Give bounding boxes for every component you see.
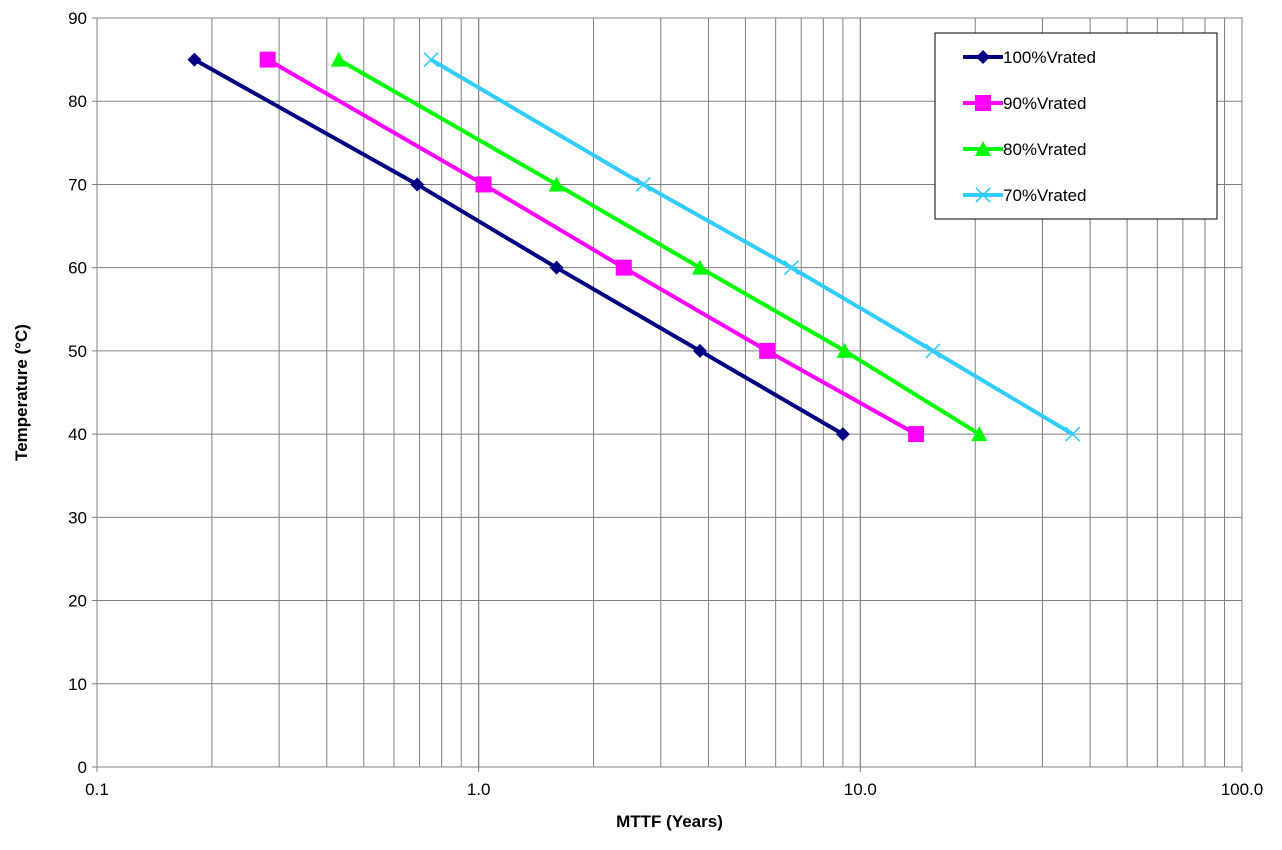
legend-marker xyxy=(975,141,991,156)
y-tick-label: 0 xyxy=(78,758,87,777)
legend-marker xyxy=(975,95,991,111)
x-tick-label: 10.0 xyxy=(844,780,877,799)
y-tick-label: 80 xyxy=(68,92,87,111)
legend-entry-0: 100%Vrated xyxy=(963,48,1096,67)
series-1 xyxy=(259,51,925,443)
x-axis-title: MTTF (Years) xyxy=(616,812,723,831)
data-point xyxy=(259,51,276,68)
legend-entry-2: 80%Vrated xyxy=(963,140,1086,159)
legend-box xyxy=(934,32,1218,220)
data-point xyxy=(971,426,988,442)
y-tick-label: 60 xyxy=(68,259,87,278)
data-point xyxy=(908,426,925,443)
series-0 xyxy=(187,52,850,442)
data-point xyxy=(548,176,565,192)
legend: 100%Vrated 90%Vrated 80%Vrated 70%Vrated xyxy=(934,32,1218,220)
data-series xyxy=(187,51,1081,443)
legend-label: 100%Vrated xyxy=(1003,48,1096,67)
y-tick-label: 40 xyxy=(68,425,87,444)
data-point xyxy=(759,342,776,359)
data-point xyxy=(635,176,651,193)
y-tick-label: 50 xyxy=(68,342,87,361)
data-point xyxy=(1065,426,1081,442)
series-line xyxy=(266,57,918,436)
grid-lines xyxy=(97,18,1242,767)
data-point xyxy=(925,343,941,359)
legend-entry-3: 70%Vrated xyxy=(963,186,1086,205)
y-tick-label: 70 xyxy=(68,175,87,194)
legend-label: 70%Vrated xyxy=(1003,186,1086,205)
y-tick-label: 90 xyxy=(68,9,87,28)
x-axis-ticks: 0.1 1.0 10.0 100.0 xyxy=(85,767,1263,799)
x-tick-label: 1.0 xyxy=(467,780,491,799)
data-point xyxy=(691,259,708,275)
legend-entry-1: 90%Vrated xyxy=(963,94,1086,113)
data-point xyxy=(423,52,439,68)
legend-label: 90%Vrated xyxy=(1003,94,1086,113)
data-point xyxy=(615,259,632,276)
y-tick-label: 10 xyxy=(68,675,87,694)
y-tick-label: 20 xyxy=(68,592,87,611)
plot-area-frame xyxy=(96,17,1243,768)
data-point xyxy=(187,52,202,67)
series-line xyxy=(337,57,981,436)
data-point xyxy=(835,427,850,442)
y-tick-label: 30 xyxy=(68,508,87,527)
series-3 xyxy=(423,52,1081,442)
data-point xyxy=(410,177,425,192)
x-tick-label: 0.1 xyxy=(85,780,109,799)
x-tick-label: 100.0 xyxy=(1221,780,1264,799)
legend-label: 80%Vrated xyxy=(1003,140,1086,159)
data-point xyxy=(330,51,347,67)
data-point xyxy=(836,342,853,358)
data-point xyxy=(783,260,800,276)
y-axis-ticks: 0 10 20 30 40 50 60 70 80 90 xyxy=(68,9,97,777)
data-point xyxy=(475,176,492,193)
y-axis-title: Temperature (°C) xyxy=(12,324,31,461)
data-point xyxy=(549,260,564,275)
data-point xyxy=(692,343,707,358)
legend-marker xyxy=(975,187,991,203)
series-2 xyxy=(330,51,988,442)
legend-marker xyxy=(976,50,990,64)
